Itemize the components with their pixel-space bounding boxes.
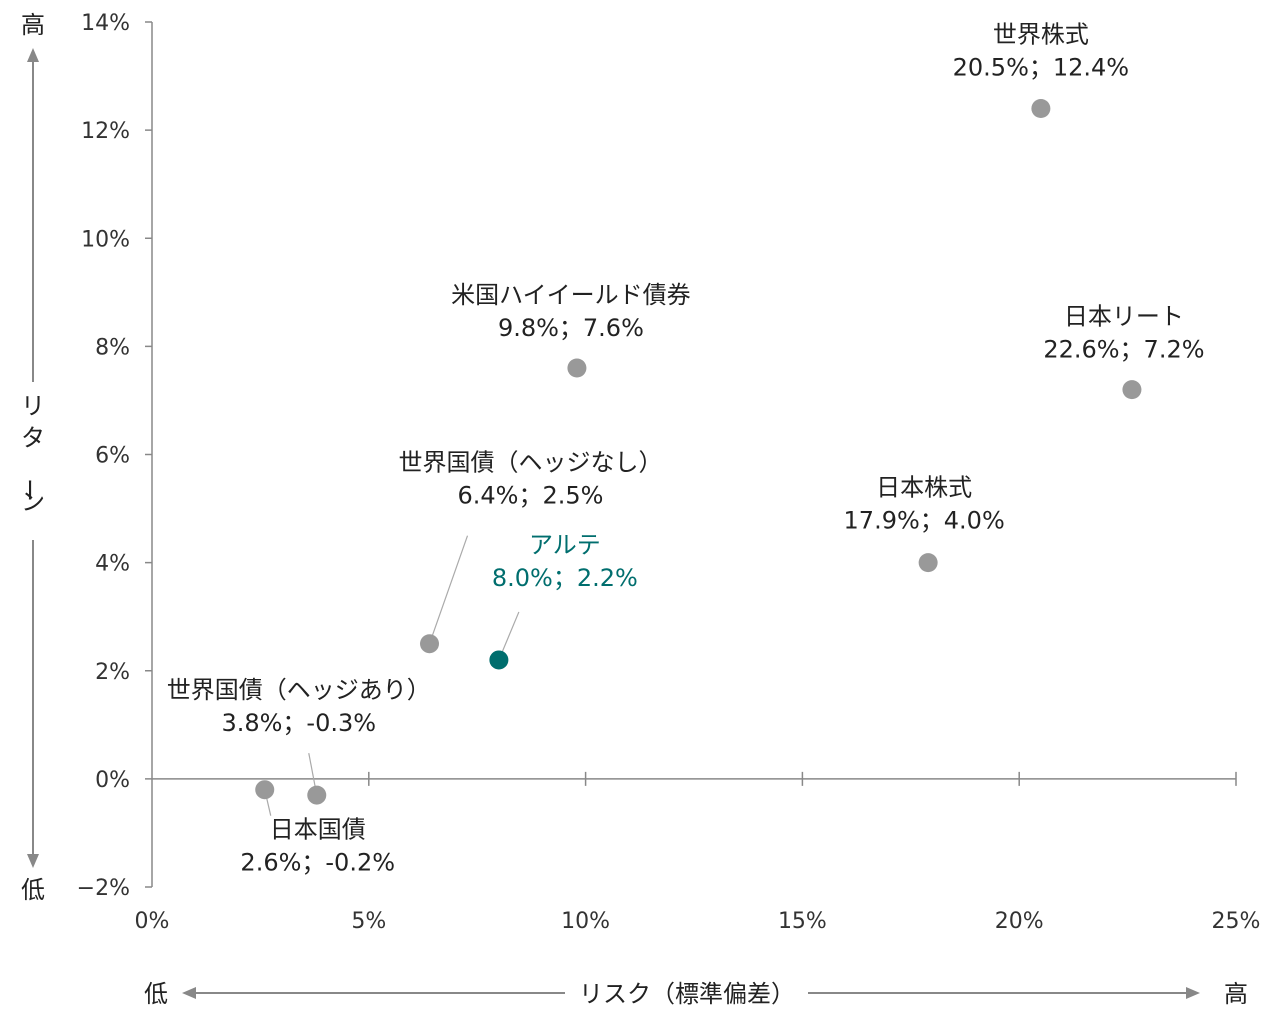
x-tick-label: 20% bbox=[995, 909, 1044, 934]
point-value-label: 9.8%；7.6% bbox=[498, 314, 644, 342]
highlight-point bbox=[489, 650, 509, 670]
y-axis-title: リターン bbox=[15, 392, 45, 516]
x-low-label: 低 bbox=[144, 980, 168, 1008]
y-tick-label: 14% bbox=[81, 11, 130, 36]
x-axis-title: リスク（標準偏差） bbox=[579, 980, 795, 1008]
point-value-label: 2.6%；-0.2% bbox=[240, 849, 395, 877]
data-point bbox=[255, 780, 275, 800]
point-name-label: 世界国債（ヘッジあり） bbox=[167, 676, 431, 704]
axes: −2%0%2%4%6%8%10%12%14%0% 5% 10% 15% 20% 25% bbox=[77, 11, 1261, 934]
x-high-label: 高 bbox=[1224, 980, 1248, 1008]
data-point bbox=[1031, 99, 1051, 118]
point-name-label: 日本リート bbox=[1064, 303, 1184, 331]
point-name-label: アルテ bbox=[529, 531, 601, 559]
data-point bbox=[567, 358, 587, 378]
y-tick-label: 2% bbox=[95, 660, 130, 685]
point-value-label: 3.8%；-0.3% bbox=[221, 709, 376, 737]
data-points bbox=[255, 99, 1142, 805]
y-tick-label: 12% bbox=[81, 119, 130, 144]
y-tick-label: 6% bbox=[95, 444, 130, 469]
data-point bbox=[420, 634, 440, 654]
y-tick-label: 4% bbox=[95, 552, 130, 577]
y-tick-label: −2% bbox=[77, 876, 130, 901]
point-value-label: 8.0%；2.2% bbox=[492, 564, 638, 592]
y-tick-label: 10% bbox=[81, 227, 130, 252]
point-name-label: 日本株式 bbox=[876, 474, 972, 502]
x-arrow-right-icon bbox=[1186, 987, 1200, 999]
point-value-label: 6.4%；2.5% bbox=[458, 482, 604, 510]
x-tick-label: 25% bbox=[1212, 909, 1261, 934]
data-point bbox=[918, 553, 938, 573]
point-name-label: 米国ハイイールド債券 bbox=[451, 281, 691, 309]
point-labels: 世界株式 20.5%；12.4% 日本リート 22.6%；7.2% 米国ハイイールド債券… bbox=[167, 21, 1205, 877]
point-name-label: 世界株式 bbox=[993, 21, 1089, 49]
y-tick-label: 0% bbox=[95, 768, 130, 793]
y-arrow-up-icon bbox=[27, 48, 39, 62]
y-low-label: 低 bbox=[21, 876, 45, 904]
connector-line bbox=[428, 535, 469, 644]
y-high-label: 高 bbox=[21, 11, 45, 39]
point-name-label: 世界国債（ヘッジなし） bbox=[399, 449, 663, 477]
y-tick-label: 8% bbox=[95, 335, 130, 360]
x-tick-label: 15% bbox=[778, 909, 827, 934]
y-arrow-down-icon bbox=[27, 854, 39, 868]
x-tick-label: 0% bbox=[135, 909, 170, 934]
x-arrow-left-icon bbox=[182, 987, 196, 999]
data-point bbox=[1122, 380, 1142, 400]
x-tick-label: 10% bbox=[561, 909, 610, 934]
data-point bbox=[307, 785, 327, 805]
point-value-label: 20.5%；12.4% bbox=[953, 54, 1129, 82]
point-value-label: 17.9%；4.0% bbox=[844, 507, 1005, 535]
x-tick-label: 5% bbox=[351, 909, 386, 934]
point-value-label: 22.6%；7.2% bbox=[1043, 336, 1204, 364]
point-name-label: 日本国債 bbox=[270, 816, 366, 844]
